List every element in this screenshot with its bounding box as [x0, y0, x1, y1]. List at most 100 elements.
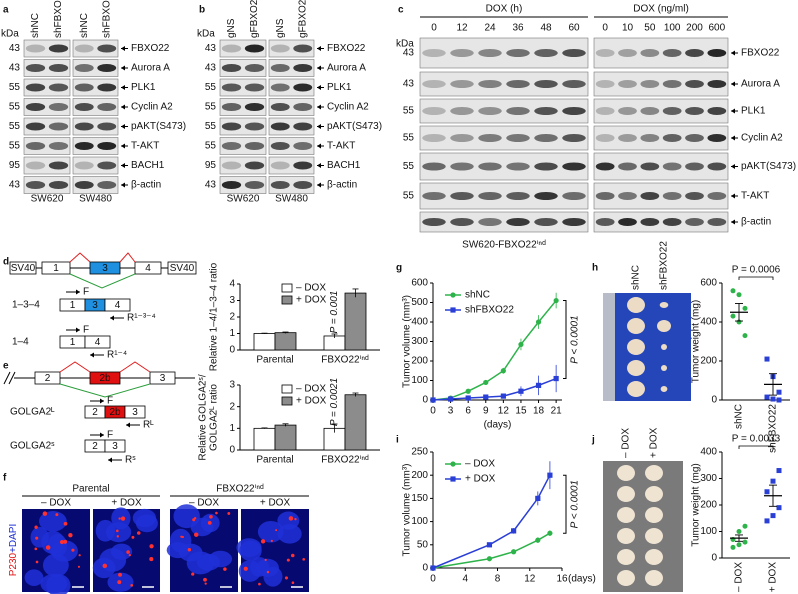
- tumor: [627, 297, 645, 313]
- panel-letter: j: [591, 435, 595, 446]
- lane-label: gFBXO22: [297, 0, 308, 38]
- tumor: [627, 360, 645, 376]
- x-tick-label: 16: [556, 574, 568, 585]
- y-tick-label: 200: [700, 356, 717, 367]
- point: [511, 549, 517, 555]
- blot-band: [74, 103, 94, 111]
- blot-band: [293, 103, 313, 111]
- x-tick-label: 3: [448, 406, 454, 417]
- arrow-head: [731, 81, 735, 87]
- blot-band: [562, 107, 586, 115]
- protein-label: PLK1: [327, 82, 352, 93]
- blot-band: [221, 83, 242, 92]
- point: [776, 468, 782, 474]
- blot-band: [244, 142, 265, 150]
- blot-band: [640, 80, 660, 88]
- blot-band: [221, 44, 242, 53]
- condition: – DOX: [41, 498, 71, 509]
- kda: 43: [9, 180, 21, 191]
- y-tick-label: 600: [411, 278, 428, 289]
- exon: [104, 298, 131, 312]
- protein-label: FBXO22: [741, 48, 780, 59]
- kda: 43: [9, 63, 21, 74]
- exon: [9, 261, 37, 275]
- x-tick-label: 12: [498, 406, 510, 417]
- y-tick-label: 3: [229, 295, 235, 306]
- x-axis-label: (days): [568, 574, 596, 585]
- blot-band: [48, 44, 69, 53]
- kda: 55: [205, 121, 217, 132]
- point: [742, 305, 748, 311]
- lane-label: shFBXO22: [53, 0, 64, 38]
- point: [776, 505, 782, 511]
- tumor: [645, 507, 663, 523]
- point: [511, 528, 517, 534]
- arrow-head: [121, 163, 125, 168]
- blot-strip: [72, 156, 119, 175]
- point: [776, 389, 782, 395]
- primer-head: [110, 315, 114, 321]
- protein-label: Aurora A: [741, 79, 780, 90]
- blot-band: [450, 162, 474, 171]
- golgi-signal: [275, 529, 278, 532]
- point: [483, 394, 489, 400]
- blot-band: [506, 49, 530, 57]
- blot-band: [97, 103, 117, 111]
- lane-label: gFBXO22: [249, 0, 260, 38]
- legend-swatch: [281, 396, 293, 406]
- kda: 55: [205, 82, 217, 93]
- nucleus: [277, 511, 300, 530]
- primer-head: [126, 422, 130, 428]
- blot-band: [534, 80, 558, 88]
- blot-band: [244, 103, 265, 111]
- blot-band: [270, 44, 290, 53]
- blot-band: [270, 83, 290, 92]
- point: [430, 397, 436, 403]
- blot-strip: [419, 211, 589, 233]
- x-tick-label: 12: [524, 574, 536, 585]
- cell-line: SW620: [31, 194, 64, 205]
- arrow-head: [121, 46, 125, 51]
- condition: – DOX: [189, 498, 219, 509]
- y-tick-label: 2: [229, 312, 235, 323]
- blot-band: [506, 192, 530, 200]
- blot-band: [48, 83, 69, 92]
- tumor: [660, 344, 668, 350]
- point: [742, 539, 748, 545]
- tumor: [645, 486, 663, 502]
- blot-band: [640, 162, 660, 171]
- y-tick-label: 250: [411, 447, 428, 458]
- golgi-signal: [194, 532, 199, 537]
- bar: [253, 427, 276, 451]
- lane-label: 24: [484, 23, 496, 34]
- point: [776, 397, 782, 403]
- y-tick-label: 500: [411, 297, 428, 308]
- kda: 43: [9, 43, 21, 54]
- primer-label: F: [107, 430, 113, 441]
- kda: 55: [9, 121, 21, 132]
- blot-band: [685, 192, 704, 200]
- y-tick-label: 2: [229, 401, 235, 412]
- exon: [84, 335, 111, 349]
- lane-label: 60: [568, 23, 580, 34]
- blot-band: [270, 64, 290, 72]
- primer-label: Rᴸ: [143, 420, 154, 431]
- point: [770, 513, 776, 519]
- blot-strip: [23, 78, 71, 97]
- nucleus: [42, 553, 69, 577]
- exon-label: 3: [160, 373, 166, 384]
- nucleus: [39, 511, 67, 532]
- primer-head: [100, 398, 104, 404]
- nucleus: [238, 560, 262, 582]
- lane-label: 600: [708, 23, 725, 34]
- protein-label: BACH1: [131, 160, 165, 171]
- arrow-head: [317, 124, 321, 129]
- blot-band: [506, 162, 530, 171]
- arrow-head: [317, 163, 321, 168]
- blot-band: [25, 122, 46, 131]
- panel-letter: f: [3, 473, 7, 484]
- kda-label: kDa: [396, 39, 414, 50]
- blot-band: [506, 218, 530, 226]
- blot-band: [662, 218, 682, 226]
- ruler: [603, 293, 615, 401]
